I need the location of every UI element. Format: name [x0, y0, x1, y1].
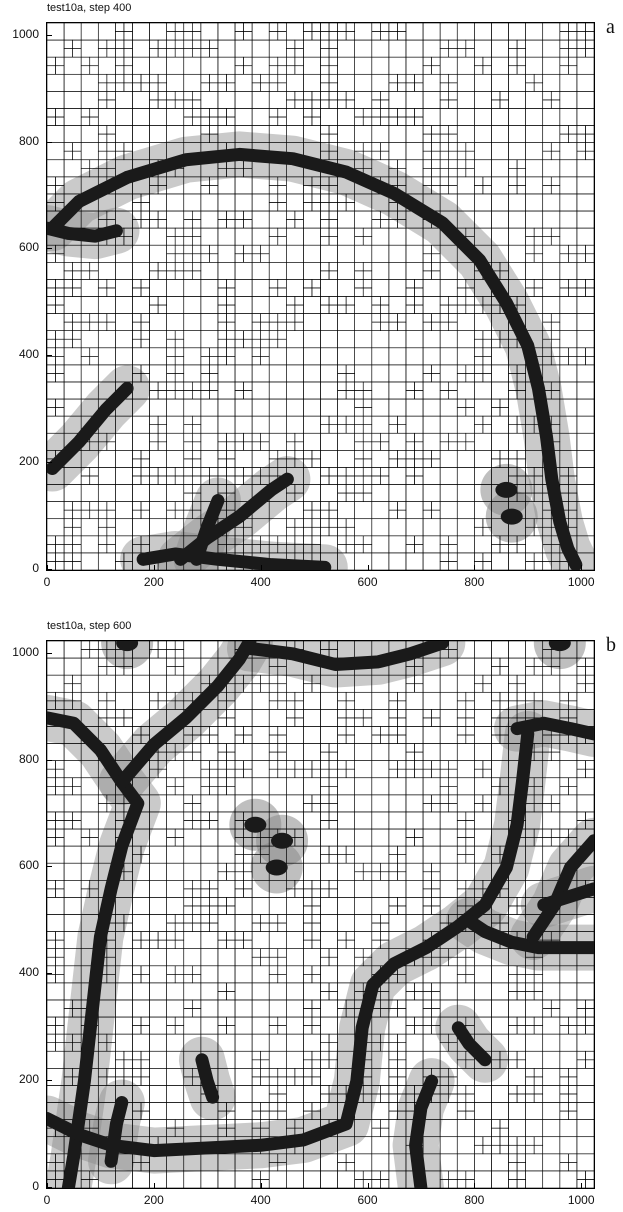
- front-segment-4: [510, 716, 594, 741]
- y-tick-label: 400: [18, 965, 39, 980]
- x-tick-label: 600: [357, 575, 378, 589]
- front-segment-16: [104, 1096, 129, 1168]
- panel-a-label: a: [606, 16, 615, 38]
- panel-b-plot-area: [46, 640, 595, 1189]
- front-blob-11: [244, 816, 267, 833]
- y-tick-label: 200: [18, 1072, 39, 1087]
- y-tick-mark: [47, 141, 52, 143]
- front-blob-14: [116, 641, 139, 652]
- x-tick-mark: [153, 1183, 155, 1188]
- front-segment-0: [47, 711, 145, 1188]
- front-segment-12: [195, 1053, 220, 1104]
- front-segment-5: [190, 494, 225, 566]
- front-segment-1: [115, 641, 257, 789]
- refinement-zone-14: [101, 641, 154, 670]
- front-blob-10: [265, 859, 288, 876]
- fronts: [47, 147, 583, 570]
- x-tick-mark: [474, 1183, 476, 1188]
- front-segment-4: [136, 547, 332, 570]
- x-tick-label: 400: [250, 1193, 271, 1207]
- x-tick-label: 1000: [567, 575, 595, 589]
- panel-a: test10a, step 400 a 0 200 400 600 800 1000 0 20…: [0, 2, 623, 602]
- panel-b: test10a, step 600 b 0 200 400 600 800 1000 0 20…: [0, 620, 623, 1212]
- y-tick-label: 400: [18, 347, 39, 362]
- y-tick-label: 0: [32, 1179, 39, 1193]
- y-tick-mark: [47, 1187, 52, 1188]
- x-tick-label: 0: [43, 1193, 51, 1207]
- y-tick-label: 600: [18, 240, 39, 255]
- y-tick-label: 800: [18, 133, 39, 148]
- front-segment-13: [451, 1021, 492, 1067]
- panel-a-plot-area: [46, 22, 595, 571]
- y-tick-label: 1000: [12, 644, 39, 659]
- x-tick-mark: [47, 1183, 48, 1188]
- x-tick-label: 800: [464, 575, 485, 589]
- x-tick-mark: [367, 1183, 369, 1188]
- front-segment-2: [47, 381, 134, 476]
- fronts: [47, 641, 594, 1188]
- x-tick-label: 400: [250, 575, 271, 589]
- front-blob-6: [495, 481, 518, 498]
- mesh-grid: [47, 641, 594, 1188]
- x-tick-mark: [581, 1183, 583, 1188]
- x-tick-mark: [474, 565, 476, 570]
- y-tick-label: 0: [32, 561, 39, 575]
- x-tick-mark: [260, 565, 262, 570]
- panel-a-mesh-plot: [47, 23, 594, 570]
- front-blob-15: [548, 641, 571, 652]
- y-tick-mark: [47, 973, 52, 975]
- y-tick-label: 1000: [12, 26, 39, 41]
- y-tick-mark: [47, 34, 52, 36]
- front-segment-6: [409, 1074, 439, 1188]
- y-tick-mark: [47, 569, 52, 570]
- x-tick-label: 800: [464, 1193, 485, 1207]
- panel-b-label: b: [606, 634, 616, 656]
- y-tick-mark: [47, 355, 52, 357]
- panel-b-title: test10a, step 600: [47, 620, 132, 632]
- x-tick-mark: [153, 565, 155, 570]
- refinement-shading: [47, 131, 594, 570]
- x-tick-label: 1000: [567, 1193, 595, 1207]
- x-tick-mark: [260, 1183, 262, 1188]
- x-tick-label: 200: [143, 1193, 164, 1207]
- front-segment-8: [537, 882, 594, 912]
- y-tick-mark: [47, 248, 52, 250]
- y-tick-mark: [47, 866, 52, 868]
- mesh-grid: [47, 23, 594, 570]
- panel-b-mesh-plot: [47, 641, 594, 1188]
- x-tick-mark: [367, 565, 369, 570]
- y-tick-label: 800: [18, 751, 39, 766]
- y-tick-label: 600: [18, 858, 39, 873]
- front-segment-1: [47, 221, 123, 243]
- front-segment-5: [462, 914, 594, 955]
- y-tick-mark: [47, 652, 52, 654]
- x-tick-label: 600: [357, 1193, 378, 1207]
- front-arc-0: [47, 147, 583, 570]
- front-blob-9: [271, 832, 294, 849]
- y-tick-label: 200: [18, 454, 39, 469]
- x-tick-label: 0: [43, 575, 51, 589]
- y-tick-mark: [47, 1080, 52, 1082]
- x-tick-mark: [47, 565, 48, 570]
- panel-a-title: test10a, step 400: [47, 2, 132, 14]
- front-segment-2: [243, 641, 449, 672]
- front-segment-7: [526, 834, 594, 944]
- x-tick-label: 200: [143, 575, 164, 589]
- front-blob-7: [500, 508, 523, 525]
- front-segment-3: [47, 727, 535, 1158]
- x-tick-mark: [581, 565, 583, 570]
- y-tick-mark: [47, 462, 52, 464]
- y-tick-mark: [47, 759, 52, 761]
